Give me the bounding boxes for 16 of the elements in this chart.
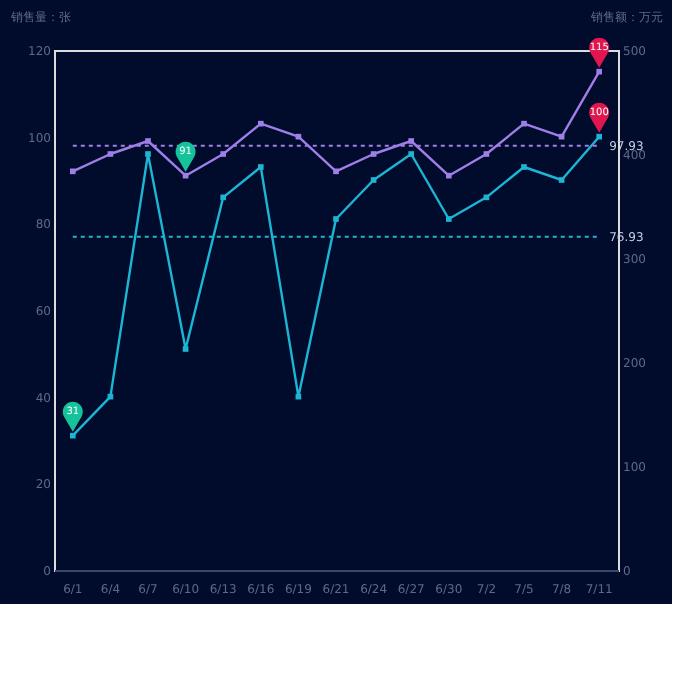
- point: [483, 151, 490, 157]
- point: [596, 68, 603, 75]
- point: [69, 432, 76, 439]
- point: [107, 151, 114, 157]
- point: [521, 120, 527, 127]
- point: [69, 168, 76, 175]
- point: [445, 172, 452, 179]
- point: [257, 120, 264, 127]
- point: [370, 151, 377, 157]
- point: [558, 177, 565, 183]
- point: [333, 168, 339, 175]
- point: [220, 194, 227, 201]
- point: [596, 133, 603, 140]
- line-series: [69, 133, 603, 439]
- point: [370, 177, 377, 183]
- point: [182, 346, 189, 352]
